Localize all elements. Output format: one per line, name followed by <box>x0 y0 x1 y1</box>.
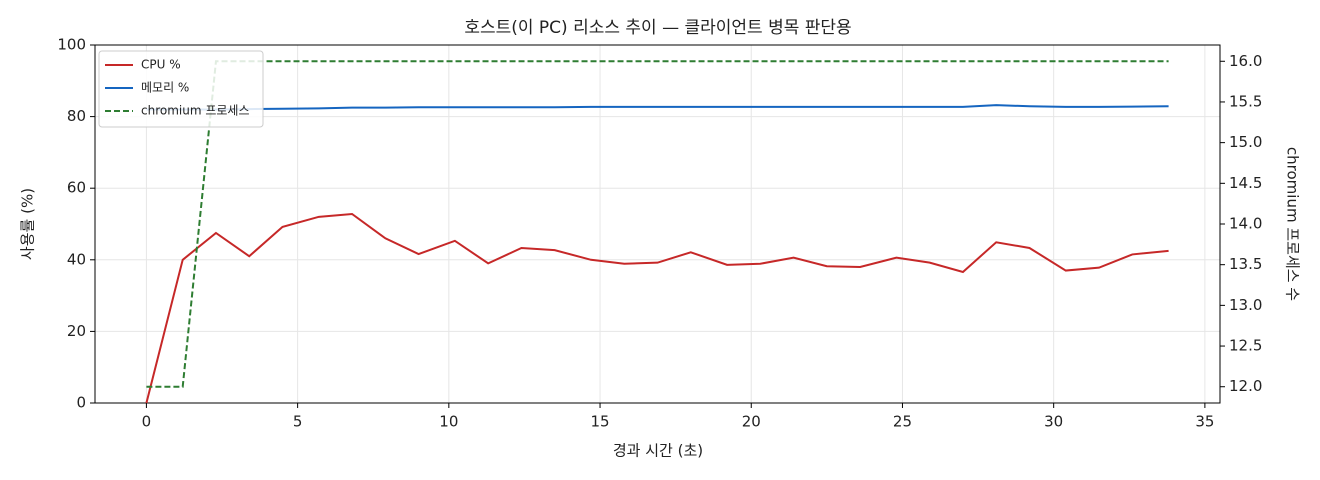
x-tick-label: 25 <box>893 413 912 431</box>
y-tick-label: 40 <box>67 250 86 268</box>
y2-tick-label: 16.0 <box>1229 52 1262 70</box>
y2-tick-label: 13.5 <box>1229 255 1262 273</box>
x-axis-label: 경과 시간 (초) <box>613 442 703 460</box>
x-tick-label: 15 <box>590 413 609 431</box>
y2-tick-label: 15.5 <box>1229 92 1262 110</box>
x-tick-label: 10 <box>439 413 458 431</box>
y-axis-label: 사용률 (%) <box>19 188 37 260</box>
series-line <box>146 60 1169 388</box>
legend-label: 메모리 % <box>141 81 189 95</box>
y-tick-label: 60 <box>67 179 86 197</box>
x-tick-label: 35 <box>1195 413 1214 431</box>
legend-label: chromium 프로세스 <box>141 104 250 118</box>
y2-tick-label: 13.0 <box>1229 296 1262 314</box>
series-line <box>145 212 1169 404</box>
legend: CPU % 메모리 % chromium 프로세스 <box>98 50 264 128</box>
x-tick-label: 20 <box>742 413 761 431</box>
y2-axis-label: chromium 프로세스 수 <box>1284 147 1302 301</box>
plot-frame <box>94 44 1221 404</box>
x-tick-label: 30 <box>1044 413 1063 431</box>
x-tick-label: 0 <box>142 413 152 431</box>
chart-title: 호스트(이 PC) 리소스 추이 — 클라이언트 병목 판단용 <box>464 18 851 38</box>
x-tick-label: 5 <box>293 413 303 431</box>
series-line <box>146 104 1169 111</box>
legend-label: CPU % <box>141 58 181 72</box>
y-tick-label: 100 <box>57 36 86 54</box>
legend-box <box>98 50 264 128</box>
y2-tick-label: 12.0 <box>1229 377 1262 395</box>
y2-tick-label: 12.5 <box>1229 337 1262 355</box>
y2-tick-label: 15.0 <box>1229 133 1262 151</box>
y-tick-label: 20 <box>67 322 86 340</box>
y-tick-label: 80 <box>67 107 86 125</box>
y-tick-label: 0 <box>76 394 86 412</box>
y2-tick-label: 14.0 <box>1229 215 1262 233</box>
y2-tick-label: 14.5 <box>1229 174 1262 192</box>
